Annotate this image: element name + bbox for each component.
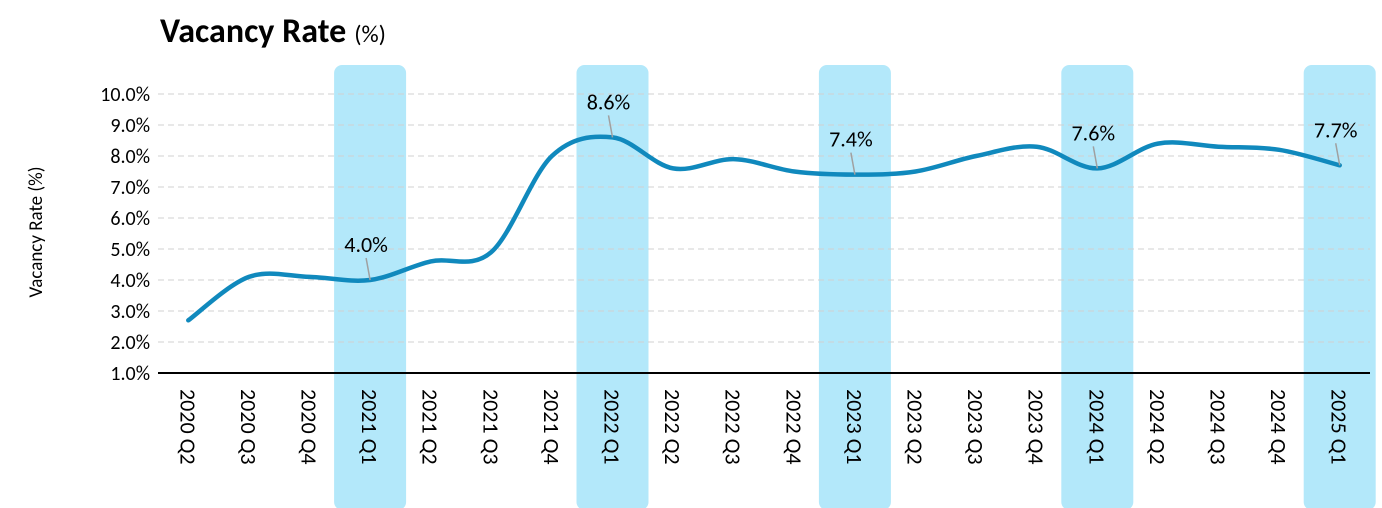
- x-tick-label: 2023 Q1: [841, 389, 868, 465]
- highlight-band: [576, 65, 649, 508]
- highlight-band: [1061, 65, 1134, 508]
- y-tick-label: 5.0%: [110, 238, 150, 262]
- y-tick-label: 9.0%: [110, 114, 150, 138]
- x-tick-label: 2021 Q3: [477, 389, 504, 465]
- data-label: 8.6%: [587, 88, 631, 115]
- x-tick-label: 2022 Q4: [780, 389, 807, 465]
- x-tick-label: 2022 Q1: [599, 389, 626, 465]
- x-tick-label: 2025 Q1: [1326, 389, 1353, 465]
- x-tick-label: 2024 Q3: [1205, 389, 1232, 465]
- chart-title: Vacancy Rate: [160, 11, 346, 52]
- highlight-band: [334, 65, 407, 508]
- data-label: 4.0%: [344, 231, 388, 258]
- y-tick-label: 3.0%: [110, 300, 150, 324]
- data-label: 7.4%: [829, 126, 873, 153]
- label-leader: [607, 115, 614, 138]
- x-tick-label: 2024 Q4: [1265, 389, 1292, 465]
- highlight-band: [1303, 65, 1376, 508]
- x-tick-label: 2021 Q1: [356, 389, 383, 465]
- y-tick-label: 8.0%: [110, 145, 150, 169]
- x-tick-label: 2020 Q3: [235, 389, 262, 465]
- x-tick-label: 2021 Q4: [538, 389, 565, 465]
- x-tick-label: 2022 Q3: [720, 389, 747, 465]
- y-tick-label: 7.0%: [110, 176, 150, 200]
- y-tick-label: 4.0%: [110, 269, 150, 293]
- x-tick-label: 2024 Q1: [1083, 389, 1110, 465]
- chart-title-suffix: (%): [354, 20, 386, 49]
- y-axis-label: Vacancy Rate (%): [25, 167, 48, 298]
- x-tick-label: 2023 Q2: [902, 389, 929, 465]
- label-leader: [365, 257, 371, 281]
- data-label: 7.7%: [1314, 116, 1358, 143]
- x-tick-label: 2020 Q4: [296, 389, 323, 465]
- label-leader: [1334, 143, 1341, 166]
- x-tick-label: 2020 Q2: [174, 389, 201, 465]
- x-tick-label: 2024 Q2: [1144, 389, 1171, 465]
- x-tick-label: 2021 Q2: [417, 389, 444, 465]
- series-line: [186, 134, 1342, 323]
- y-tick-label: 2.0%: [110, 331, 150, 355]
- y-tick-label: 6.0%: [110, 207, 150, 231]
- x-tick-label: 2023 Q3: [962, 389, 989, 465]
- x-tick-label: 2022 Q2: [659, 389, 686, 465]
- label-leader: [1092, 146, 1099, 169]
- y-tick-label: 10.0%: [100, 83, 150, 107]
- x-tick-label: 2023 Q4: [1023, 389, 1050, 465]
- data-label: 7.6%: [1072, 119, 1116, 146]
- y-tick-label: 1.0%: [110, 362, 150, 386]
- label-leader: [850, 152, 856, 175]
